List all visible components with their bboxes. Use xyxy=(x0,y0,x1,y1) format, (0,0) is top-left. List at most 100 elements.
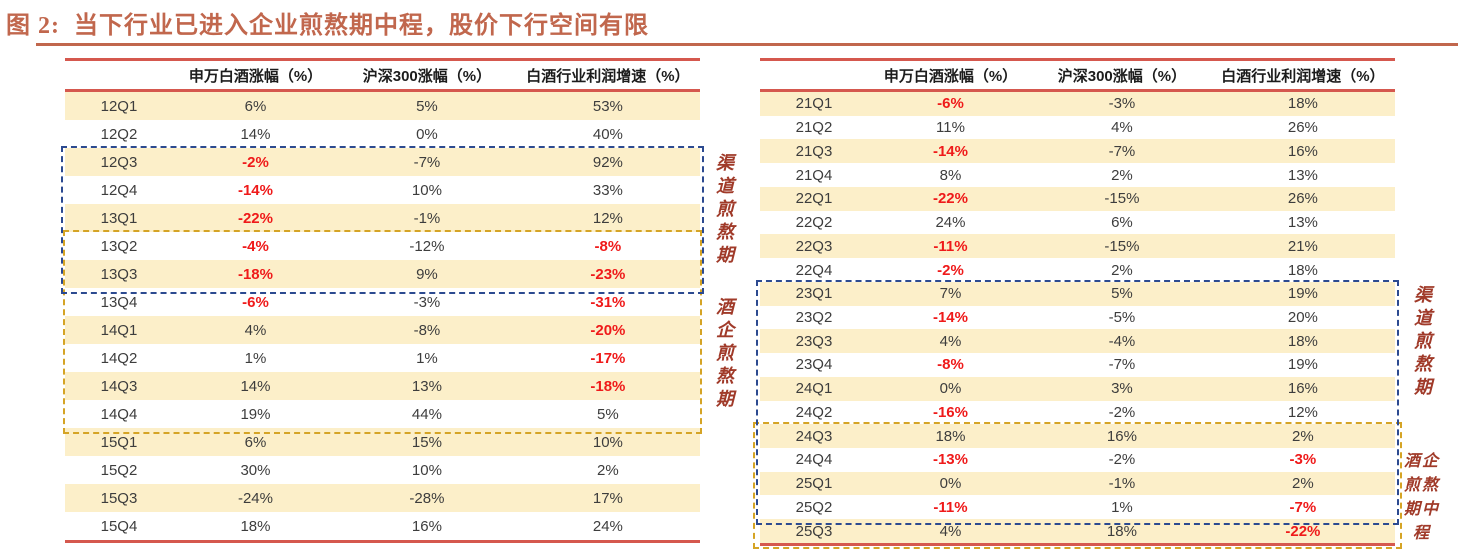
value-cell: -11% xyxy=(933,498,968,516)
value-cell: -13% xyxy=(932,451,968,469)
table-row: 13Q2 -4% -12% -8% xyxy=(65,232,700,260)
table-row: 14Q4 19% 44% 5% xyxy=(65,400,700,428)
value-cell: 13% xyxy=(1287,214,1318,232)
quarter-label: 24Q1 xyxy=(795,380,833,398)
quarter-label: 21Q2 xyxy=(795,119,833,137)
value-cell: -4% xyxy=(1108,332,1136,350)
value-cell: -1% xyxy=(413,209,441,227)
table-row: 13Q4 -6% -3% -31% xyxy=(65,288,700,316)
value-cell: 16% xyxy=(1287,142,1318,160)
value-cell: 8% xyxy=(939,166,962,184)
value-cell: 16% xyxy=(1287,380,1318,398)
table-header-rule xyxy=(760,89,1395,92)
table-header-rule xyxy=(65,89,700,92)
table-row: 21Q1 -6% -3% 18% xyxy=(760,92,1395,116)
quarter-label: 23Q3 xyxy=(795,332,833,350)
value-cell: 5% xyxy=(416,97,438,115)
value-cell: 10% xyxy=(411,181,442,199)
value-cell: -28% xyxy=(409,489,445,507)
quarter-label: 13Q2 xyxy=(100,237,138,255)
value-cell: 13% xyxy=(411,377,442,395)
value-cell: -14% xyxy=(237,181,273,199)
value-cell: 20% xyxy=(1287,308,1318,326)
value-cell: 5% xyxy=(597,405,619,423)
value-cell: 53% xyxy=(592,97,623,115)
quarter-label: 22Q1 xyxy=(795,190,833,208)
quarter-label: 13Q4 xyxy=(100,293,138,311)
value-cell: -14% xyxy=(932,142,968,160)
quarter-label: 12Q4 xyxy=(100,181,138,199)
quarter-label: 22Q4 xyxy=(795,261,833,279)
quarter-label: 22Q3 xyxy=(795,237,833,255)
header-profit-growth: 白酒行业利润增速（%） xyxy=(1221,67,1385,85)
table-row: 24Q1 0% 3% 16% xyxy=(760,376,1395,401)
value-cell: 14% xyxy=(240,377,271,395)
quarter-label: 14Q4 xyxy=(100,405,138,423)
quarter-label: 25Q1 xyxy=(795,475,833,493)
table-row: 25Q3 4% 18% -22% xyxy=(760,519,1395,543)
table-row: 13Q3 -18% 9% -23% xyxy=(65,260,700,288)
figure-title-text: 当下行业已进入企业煎熬期中程，股价下行空间有限 xyxy=(74,13,649,39)
table-row: 21Q4 8% 2% 13% xyxy=(760,163,1395,187)
value-cell: 18% xyxy=(1287,261,1318,279)
value-cell: -4% xyxy=(242,237,269,255)
value-cell: 13% xyxy=(1287,166,1318,184)
value-cell: 6% xyxy=(244,97,267,115)
value-cell: 6% xyxy=(244,433,267,451)
value-cell: 24% xyxy=(935,214,966,232)
value-cell: 4% xyxy=(244,321,267,339)
table-row: 12Q3 -2% -7% 92% xyxy=(65,148,700,176)
value-cell: 7% xyxy=(939,285,962,303)
value-cell: -2% xyxy=(1108,403,1136,421)
value-cell: -11% xyxy=(933,237,968,255)
value-cell: 19% xyxy=(240,405,271,423)
value-cell: -1% xyxy=(1108,475,1136,493)
quarter-label: 23Q1 xyxy=(795,285,833,303)
table-2021-2025: 申万白酒涨幅（%） 沪深300涨幅（%） 白酒行业利润增速（%） 21Q1 -6%… xyxy=(753,58,1402,549)
value-cell: 2% xyxy=(1111,166,1133,184)
value-cell: 40% xyxy=(592,125,623,143)
table-header-row: 申万白酒涨幅（%） 沪深300涨幅（%） 白酒行业利润增速（%） xyxy=(65,61,700,89)
value-cell: -17% xyxy=(590,349,626,367)
value-cell: -2% xyxy=(242,153,269,171)
value-cell: 21% xyxy=(1287,237,1318,255)
figure-title: 图 2: 当下行业已进入企业煎熬期中程，股价下行空间有限 xyxy=(6,5,649,40)
value-cell: 19% xyxy=(1287,356,1318,374)
value-cell: -18% xyxy=(237,265,273,283)
table-row: 23Q4 -8% -7% 19% xyxy=(760,353,1395,377)
value-cell: 2% xyxy=(1292,427,1314,445)
value-cell: 26% xyxy=(1287,190,1318,208)
value-cell: 33% xyxy=(592,181,623,199)
quarter-label: 12Q1 xyxy=(100,97,138,115)
value-cell: -14% xyxy=(932,308,968,326)
table-row: 21Q2 11% 4% 26% xyxy=(760,116,1395,140)
value-cell: -7% xyxy=(1108,142,1136,160)
annotation-channel-period-right: 渠道煎熬期 xyxy=(1414,285,1432,397)
table-row: 22Q2 24% 6% 13% xyxy=(760,211,1395,235)
value-cell: 15% xyxy=(411,433,442,451)
table-row: 22Q3 -11% -15% 21% xyxy=(760,234,1395,259)
value-cell: -6% xyxy=(937,95,964,113)
value-cell: 3% xyxy=(1111,380,1133,398)
value-cell: 19% xyxy=(1287,285,1318,303)
table-row: 24Q3 18% 16% 2% xyxy=(760,424,1395,449)
value-cell: -8% xyxy=(594,237,622,255)
header-baijiu-change: 申万白酒涨幅（%） xyxy=(883,67,1018,85)
table-bottom-rule xyxy=(760,543,1395,546)
value-cell: 9% xyxy=(416,265,438,283)
table-row: 25Q1 0% -1% 2% xyxy=(760,471,1395,496)
value-cell: 10% xyxy=(592,433,623,451)
quarter-label: 21Q3 xyxy=(795,142,833,160)
header-csi300-change: 沪深300涨幅（%） xyxy=(1057,67,1187,85)
value-cell: -7% xyxy=(413,153,441,171)
table-row: 22Q1 -22% -15% 26% xyxy=(760,186,1395,211)
table-row: 23Q1 7% 5% 19% xyxy=(760,281,1395,306)
value-cell: 18% xyxy=(1106,522,1137,540)
value-cell: -8% xyxy=(413,321,441,339)
value-cell: 1% xyxy=(1111,498,1133,516)
value-cell: 12% xyxy=(592,209,623,227)
header-baijiu-change: 申万白酒涨幅（%） xyxy=(188,67,323,85)
quarter-label: 14Q2 xyxy=(100,349,138,367)
value-cell: -7% xyxy=(1289,498,1317,516)
value-cell: -15% xyxy=(1104,190,1140,208)
